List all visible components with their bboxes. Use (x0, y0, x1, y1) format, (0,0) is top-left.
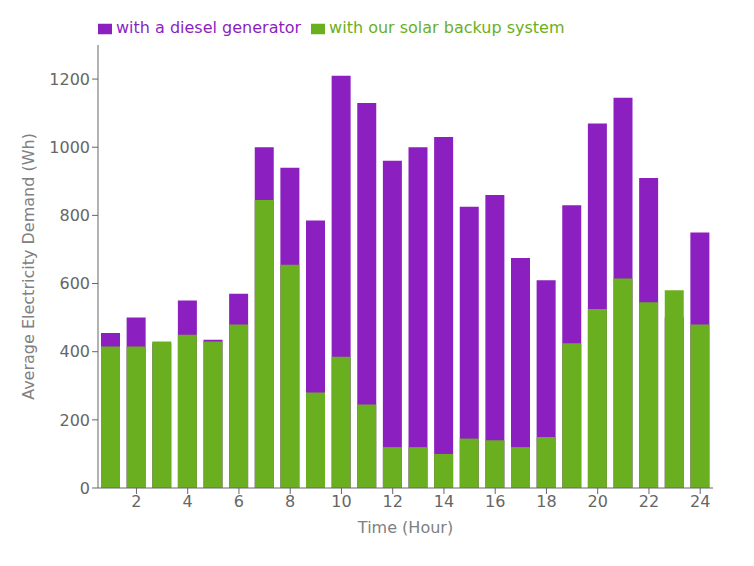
svg-text:1000: 1000 (49, 138, 90, 157)
svg-text:8: 8 (285, 492, 295, 511)
html-text:with our solar backup system: with our solar backup system (329, 18, 565, 37)
svg-text:600: 600 (59, 274, 90, 293)
svg-text:400: 400 (59, 342, 90, 361)
svg-text:1200: 1200 (49, 70, 90, 89)
svg-text:200: 200 (59, 411, 90, 430)
svg-text:18: 18 (536, 492, 556, 511)
svg-text:800: 800 (59, 206, 90, 225)
svg-text:12: 12 (383, 492, 403, 511)
svg-text:10: 10 (331, 492, 351, 511)
svg-text:Average Electricity Demand (Wh: Average Electricity Demand (Wh) (19, 133, 38, 400)
svg-text:14: 14 (434, 492, 454, 511)
svg-text:20: 20 (588, 492, 608, 511)
svg-text:4: 4 (183, 492, 193, 511)
svg-text:22: 22 (639, 492, 659, 511)
svg-text:24: 24 (690, 492, 710, 511)
html-text:with a diesel generator: with a diesel generator (116, 18, 302, 37)
svg-text:0: 0 (80, 479, 90, 498)
svg-text:Time (Hour): Time (Hour) (357, 518, 453, 537)
svg-text:6: 6 (234, 492, 244, 511)
svg-text:16: 16 (485, 492, 505, 511)
svg-text:2: 2 (131, 492, 141, 511)
